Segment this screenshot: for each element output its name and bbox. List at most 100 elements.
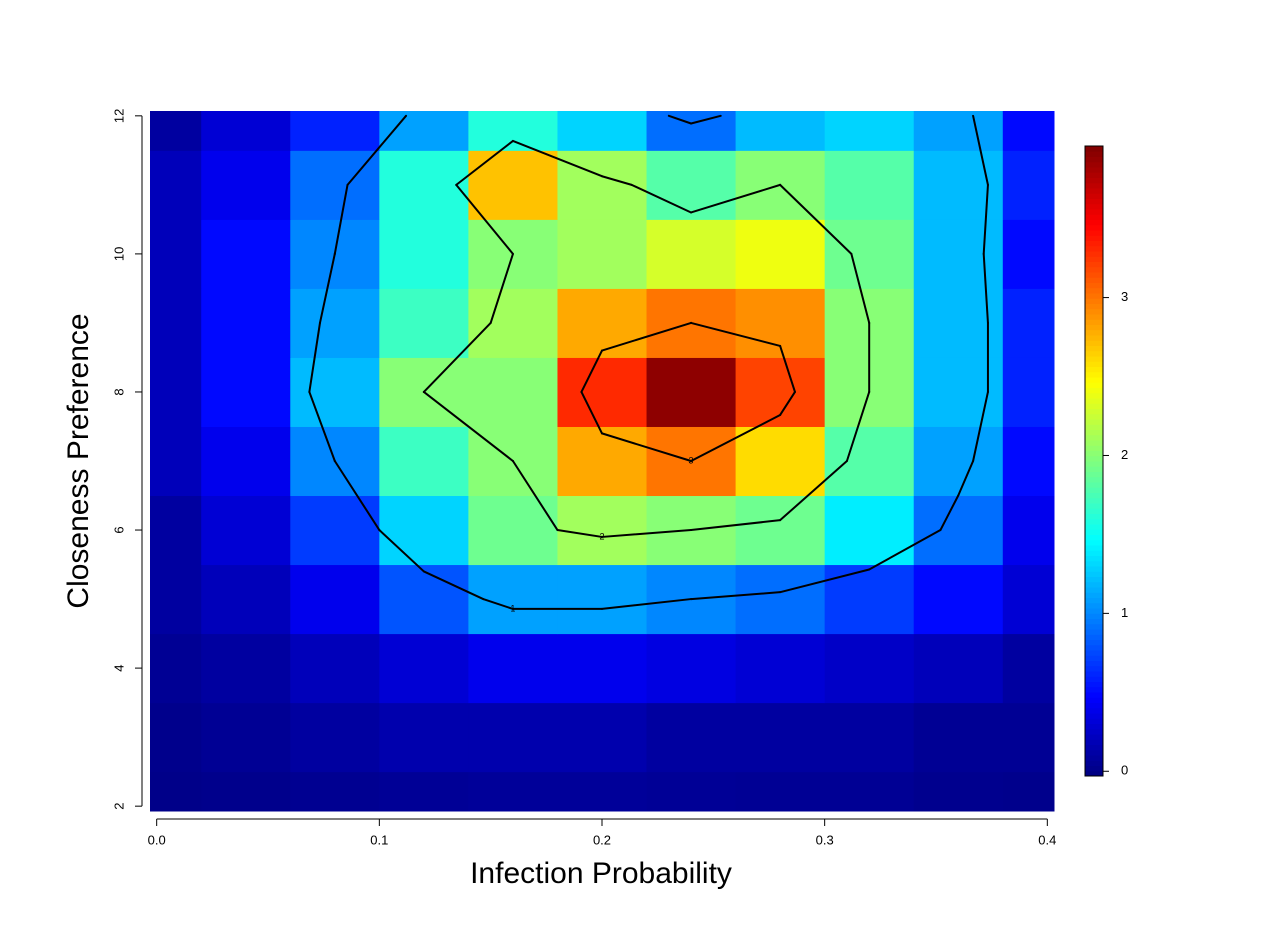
heat-cell — [824, 426, 915, 497]
contour-line — [455, 139, 514, 186]
y-tick-label: 8 — [111, 388, 126, 395]
colorbar-step — [1085, 686, 1103, 693]
colorbar-step — [1085, 492, 1103, 499]
heat-cell — [201, 564, 291, 635]
heat-cell — [646, 111, 737, 151]
colorbar-step — [1085, 198, 1103, 205]
colorbar-step — [1085, 487, 1103, 493]
heat-cell — [913, 564, 1004, 635]
colorbar-step — [1085, 529, 1103, 535]
heat-cell — [290, 150, 380, 220]
colorbar-step — [1085, 623, 1103, 630]
heat-cell — [1002, 771, 1055, 812]
y-tick-label: 4 — [111, 664, 126, 671]
contour-line — [982, 252, 989, 324]
heat-cell — [913, 357, 1004, 427]
contour-line — [511, 460, 559, 532]
colorbar-step — [1085, 188, 1103, 194]
colorbar-step — [1085, 172, 1103, 178]
colorbar-step — [1085, 429, 1103, 436]
colorbar-step — [1085, 702, 1103, 709]
heat-cell — [379, 564, 469, 635]
colorbar-step — [1085, 434, 1103, 441]
colorbar-step — [1085, 303, 1103, 310]
colorbar-step — [1085, 287, 1103, 294]
colorbar-step — [1085, 660, 1103, 667]
colorbar-step — [1085, 340, 1103, 346]
contour-line — [982, 183, 989, 255]
contour-line — [333, 183, 349, 255]
colorbar-step — [1085, 581, 1103, 588]
contour-line — [939, 494, 960, 532]
colorbar-step — [1085, 723, 1103, 730]
colorbar-step — [1085, 445, 1103, 451]
heat-cell — [824, 150, 915, 220]
heat-cell — [1002, 495, 1055, 566]
heat-cell — [468, 633, 558, 704]
colorbar-step — [1085, 650, 1103, 656]
colorbar-step — [1085, 277, 1103, 283]
colorbar-step — [1085, 671, 1103, 677]
colorbar-step — [1085, 471, 1103, 478]
heat-cell — [290, 771, 380, 812]
colorbar-step — [1085, 744, 1103, 751]
heat-cell — [150, 357, 202, 427]
heat-cell — [646, 219, 737, 289]
heat-cell — [379, 288, 469, 358]
heat-cell — [735, 357, 826, 427]
contour-line — [422, 321, 492, 393]
heat-cell — [913, 150, 1004, 220]
colorbar-step — [1085, 398, 1103, 404]
heat-cell — [735, 771, 826, 812]
colorbar-step — [1085, 235, 1103, 241]
contour-line — [868, 529, 942, 571]
colorbar-step — [1085, 182, 1103, 189]
contour-line — [779, 460, 848, 522]
heatmap — [150, 111, 1055, 812]
colorbar-step — [1085, 697, 1103, 703]
colorbar-step — [1085, 177, 1103, 184]
colorbar-step — [1085, 450, 1103, 457]
colorbar-step — [1085, 377, 1103, 383]
colorbar-step — [1085, 345, 1103, 352]
colorbar-step — [1085, 209, 1103, 215]
heat-cell — [290, 357, 380, 427]
heat-cell — [1002, 564, 1055, 635]
colorbar-step — [1085, 335, 1103, 341]
colorbar-step — [1085, 230, 1103, 236]
colorbar-step — [1085, 644, 1103, 651]
contour-line — [690, 519, 782, 532]
contour-line — [318, 252, 336, 324]
heat-cell — [468, 357, 558, 427]
contour-line — [972, 114, 989, 186]
heat-cell — [290, 111, 380, 151]
heat-cell — [913, 426, 1004, 497]
colorbar-step — [1085, 676, 1103, 682]
colorbar-step — [1085, 718, 1103, 724]
heat-cell — [824, 633, 915, 704]
colorbar-step — [1085, 503, 1103, 509]
colorbar-step — [1085, 629, 1103, 635]
heat-cell — [468, 288, 558, 358]
contour-line — [690, 591, 782, 601]
colorbar-step — [1085, 613, 1103, 619]
heat-cell — [824, 495, 915, 566]
heat-cell — [1002, 357, 1055, 427]
heat-cell — [201, 633, 291, 704]
heat-cell — [557, 426, 648, 497]
heat-cell — [201, 702, 291, 773]
heat-cell — [150, 564, 202, 635]
colorbar-step — [1085, 408, 1103, 415]
y-axis-title: Closeness Preference — [62, 313, 95, 608]
contour-line — [333, 460, 381, 532]
heat-cell — [824, 219, 915, 289]
heat-cell — [468, 495, 558, 566]
heat-cell — [824, 771, 915, 812]
heat-cell — [646, 633, 737, 704]
heat-cell — [557, 495, 648, 566]
colorbar-tick-label: 0 — [1121, 763, 1128, 778]
heat-cell — [913, 219, 1004, 289]
contour-line — [511, 139, 603, 178]
contour-line — [580, 349, 603, 393]
